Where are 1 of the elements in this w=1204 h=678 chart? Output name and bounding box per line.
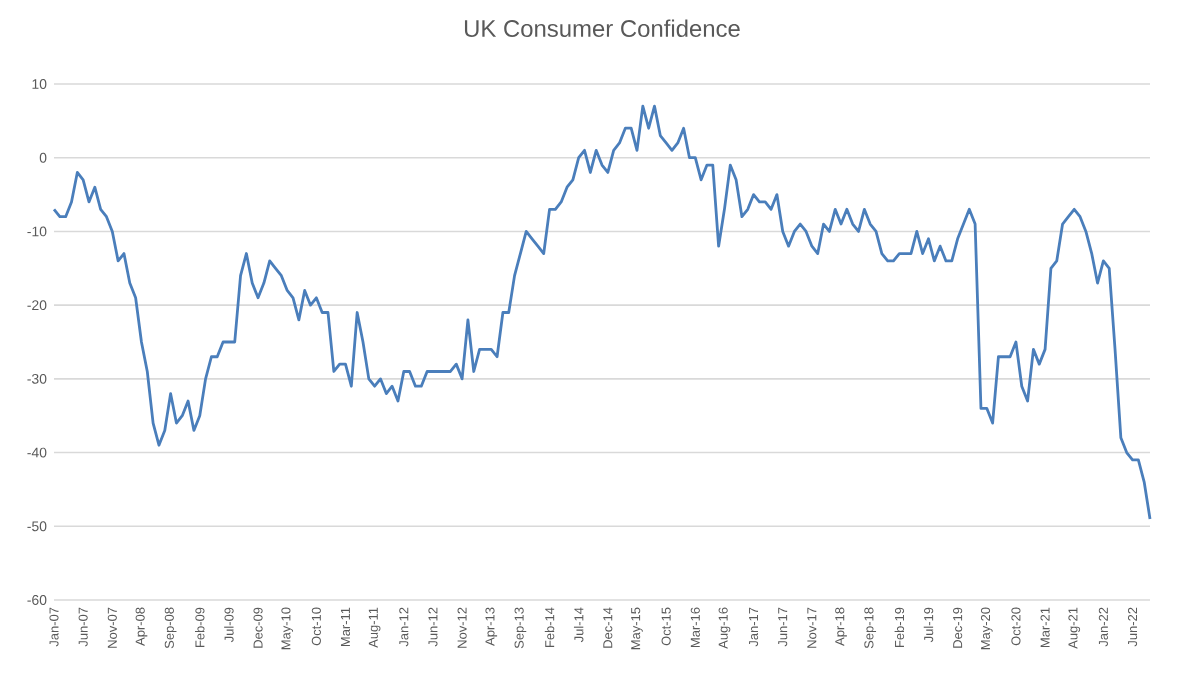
chart-title: UK Consumer Confidence (464, 19, 740, 37)
